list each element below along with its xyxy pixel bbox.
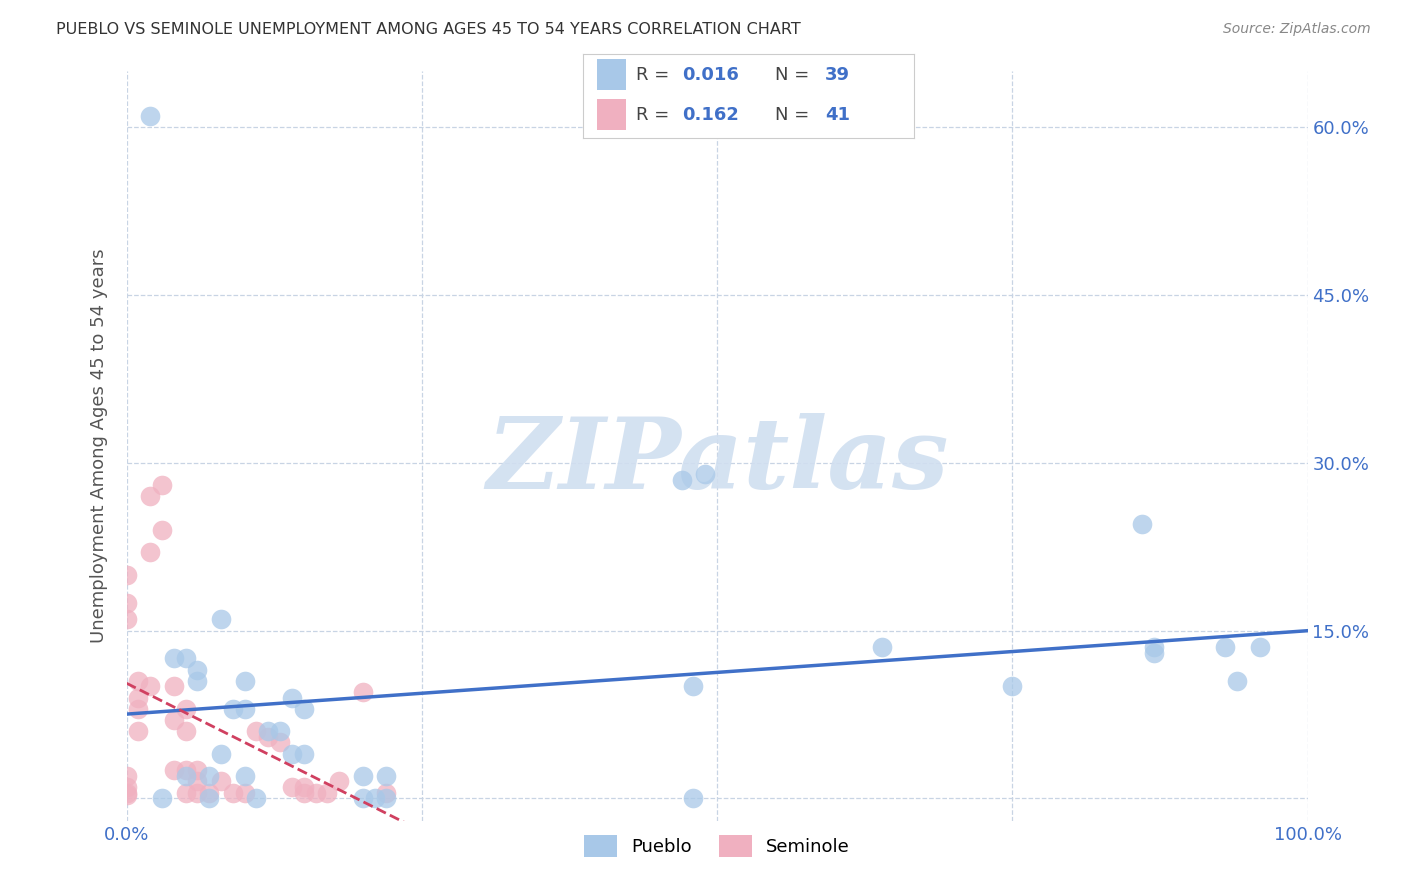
Point [233, 786, 256, 800]
Point [233, 769, 256, 783]
Point [186, 663, 208, 677]
Point [163, 680, 186, 694]
Point [292, 786, 315, 800]
Point [1001, 680, 1024, 694]
Point [115, 788, 138, 802]
Point [127, 690, 149, 705]
Point [375, 769, 398, 783]
Text: 41: 41 [825, 105, 849, 123]
Point [150, 523, 173, 537]
Point [139, 489, 162, 503]
Point [174, 764, 197, 778]
Point [352, 769, 374, 783]
Y-axis label: Unemployment Among Ages 45 to 54 years: Unemployment Among Ages 45 to 54 years [90, 249, 108, 643]
Point [115, 596, 138, 610]
Point [186, 764, 208, 778]
Point [1226, 673, 1249, 688]
Point [209, 612, 232, 626]
Point [186, 774, 208, 789]
Text: PUEBLO VS SEMINOLE UNEMPLOYMENT AMONG AGES 45 TO 54 YEARS CORRELATION CHART: PUEBLO VS SEMINOLE UNEMPLOYMENT AMONG AG… [56, 22, 801, 37]
Point [174, 651, 197, 665]
Point [198, 786, 221, 800]
Point [1213, 640, 1236, 655]
Text: 0.162: 0.162 [683, 105, 740, 123]
Point [269, 735, 291, 749]
Point [115, 769, 138, 783]
Point [695, 467, 717, 481]
Point [127, 702, 149, 716]
Point [1130, 517, 1153, 532]
Point [209, 747, 232, 761]
Point [115, 780, 138, 794]
Text: N =: N = [775, 105, 815, 123]
Point [198, 769, 221, 783]
Point [328, 774, 350, 789]
Point [682, 680, 704, 694]
Point [209, 774, 232, 789]
Point [115, 786, 138, 800]
Point [352, 791, 374, 805]
Point [316, 786, 339, 800]
Point [257, 724, 280, 739]
Point [292, 747, 315, 761]
Point [245, 724, 267, 739]
Point [304, 786, 326, 800]
Point [150, 791, 173, 805]
FancyBboxPatch shape [596, 99, 627, 130]
Point [363, 791, 385, 805]
Point [233, 673, 256, 688]
Point [127, 673, 149, 688]
Text: 0.016: 0.016 [683, 66, 740, 84]
Point [186, 673, 208, 688]
Point [375, 791, 398, 805]
Point [671, 473, 693, 487]
Point [292, 702, 315, 716]
Text: N =: N = [775, 66, 815, 84]
Text: R =: R = [637, 105, 675, 123]
Point [375, 786, 398, 800]
Point [150, 478, 173, 492]
Point [222, 702, 245, 716]
FancyBboxPatch shape [596, 60, 627, 90]
Point [174, 769, 197, 783]
Legend: Pueblo, Seminole: Pueblo, Seminole [578, 828, 856, 864]
Point [257, 730, 280, 744]
Point [1143, 646, 1166, 660]
Point [139, 680, 162, 694]
Point [198, 791, 221, 805]
Point [352, 685, 374, 699]
Point [163, 713, 186, 727]
Point [163, 651, 186, 665]
Point [174, 702, 197, 716]
Point [281, 747, 304, 761]
Point [163, 764, 186, 778]
Point [186, 786, 208, 800]
Point [139, 109, 162, 123]
Text: Source: ZipAtlas.com: Source: ZipAtlas.com [1223, 22, 1371, 37]
Point [233, 702, 256, 716]
Text: 39: 39 [825, 66, 849, 84]
Point [245, 791, 267, 805]
Point [222, 786, 245, 800]
Point [872, 640, 894, 655]
Point [682, 791, 704, 805]
Point [281, 780, 304, 794]
Point [139, 545, 162, 559]
Text: ZIPatlas: ZIPatlas [486, 413, 948, 509]
Point [115, 567, 138, 582]
Point [174, 786, 197, 800]
Point [281, 690, 304, 705]
Point [1249, 640, 1271, 655]
Point [292, 780, 315, 794]
Point [127, 724, 149, 739]
Point [174, 724, 197, 739]
Point [269, 724, 291, 739]
Point [115, 612, 138, 626]
Text: R =: R = [637, 66, 675, 84]
Point [1143, 640, 1166, 655]
